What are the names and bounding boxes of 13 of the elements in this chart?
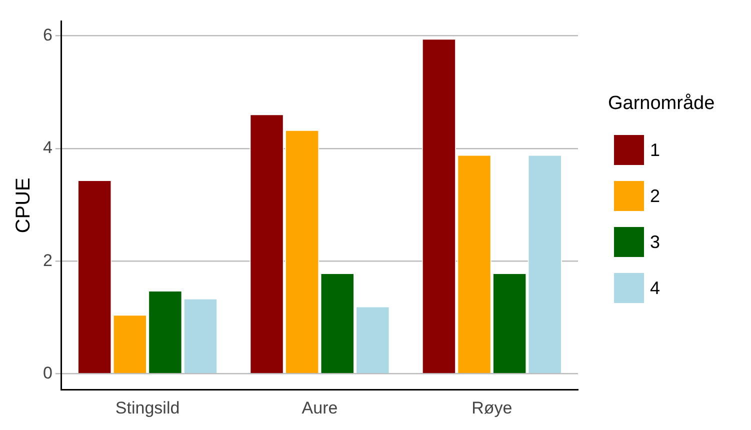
x-tick-label: Aure xyxy=(302,398,338,418)
legend-label: 3 xyxy=(650,232,660,252)
legend-label: 2 xyxy=(650,186,660,206)
legend-label: 1 xyxy=(650,140,660,160)
y-tick-label: 2 xyxy=(42,250,52,270)
y-tick-label: 0 xyxy=(42,364,52,383)
x-tick-label: Stingsild xyxy=(115,398,180,418)
legend-title: Garnområde xyxy=(608,93,715,115)
x-tick-label: Røye xyxy=(472,398,512,418)
y-tick-label: 6 xyxy=(42,26,52,45)
y-tick-label: 4 xyxy=(42,138,52,158)
legend-label: 4 xyxy=(650,278,660,298)
y-axis-title: CPUE xyxy=(12,178,35,234)
